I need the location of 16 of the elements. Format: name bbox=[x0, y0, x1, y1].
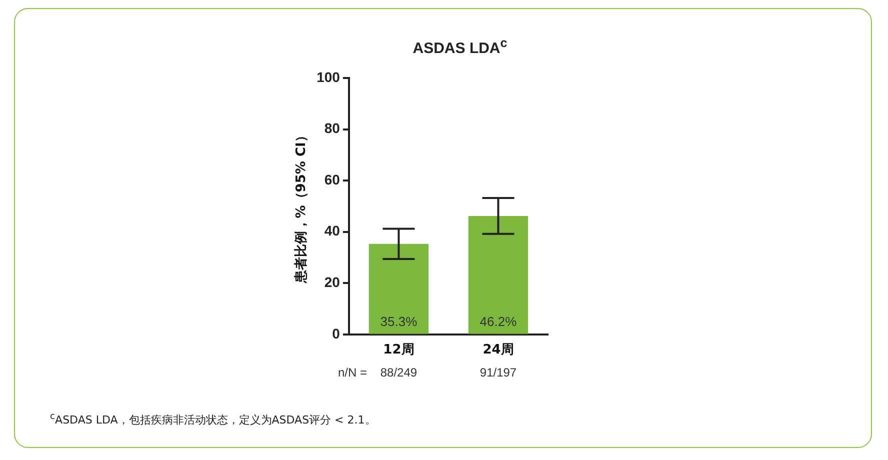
text: 91/197 bbox=[480, 366, 517, 380]
y-tick-label: 0 bbox=[332, 325, 340, 342]
y-axis-title: 患者比例，%（95% CI） bbox=[293, 129, 310, 284]
y-tick-label: 100 bbox=[316, 68, 340, 85]
data-label: 35.3% bbox=[380, 314, 418, 329]
y-tick-label: 40 bbox=[324, 222, 340, 239]
y-tick-label: 20 bbox=[324, 274, 340, 290]
text: n/N = bbox=[338, 366, 367, 380]
x-tick-label: 24周 bbox=[482, 342, 514, 358]
text: $^{c}$ASDAS LDA，包括疾病非活动状态，定义为ASDAS评分 < 2.1。 bbox=[50, 411, 376, 428]
data-label: 46.2% bbox=[480, 314, 518, 329]
y-tick-label: 80 bbox=[324, 120, 340, 136]
chart-title: ASDAS LDA$^{c}$ bbox=[412, 36, 508, 57]
text: 88/249 bbox=[380, 366, 418, 380]
y-tick-label: 60 bbox=[324, 171, 340, 188]
x-tick-label: 12周 bbox=[383, 342, 414, 358]
